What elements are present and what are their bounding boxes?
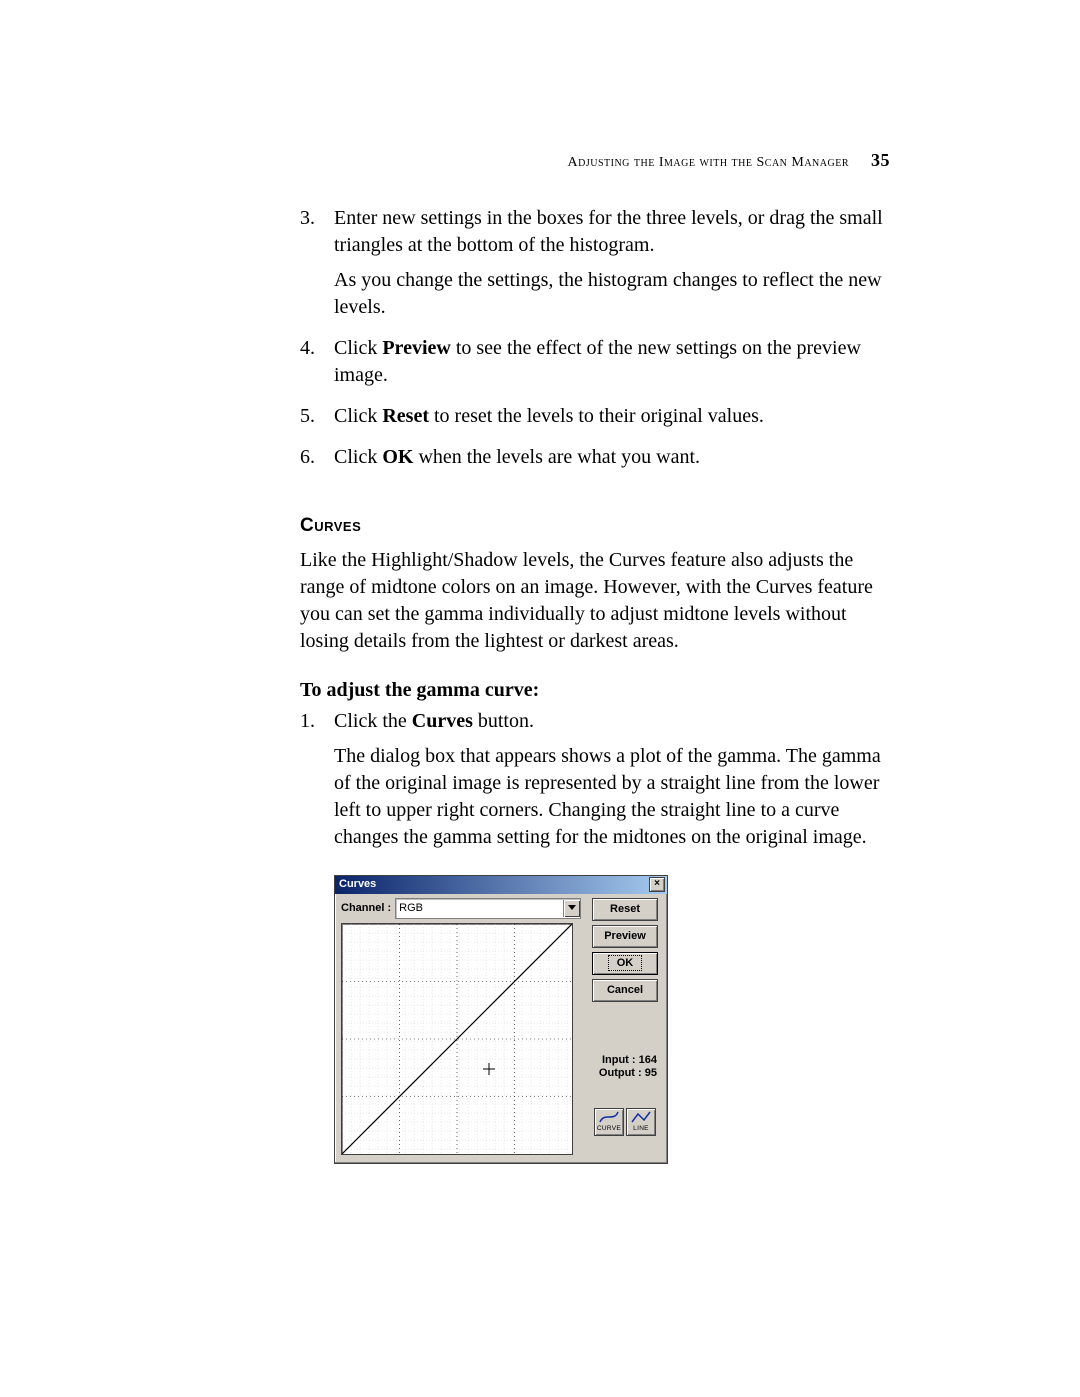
dialog-right: Reset Preview OK Cancel Input : 164 Outp… [589,898,661,1155]
io-readout: Input : 164 Output : 95 [589,1054,661,1080]
dialog-body: Channel : RGB [335,894,667,1163]
page-number: 35 [871,150,890,170]
dialog-title: Curves [339,877,376,892]
list-paragraph: Enter new settings in the boxes for the … [334,205,890,259]
list-body: Click OK when the levels are what you wa… [334,444,890,479]
list-number: 3. [300,205,334,329]
output-label: Output : [599,1067,642,1079]
gamma-plot[interactable] [341,923,573,1155]
section-heading-curves: Curves [300,513,890,539]
channel-value: RGB [399,901,423,916]
curve-icon [599,1110,619,1124]
list-number: 6. [300,444,334,479]
list-paragraph: The dialog box that appears shows a plot… [334,743,890,851]
input-label: Input : [602,1054,636,1066]
page: Adjusting the Image with the Scan Manage… [0,0,1080,1397]
dialog-titlebar[interactable]: Curves × [335,876,667,894]
running-header: Adjusting the Image with the Scan Manage… [568,150,890,171]
list-item: 5.Click Reset to reset the levels to the… [300,403,890,438]
line-icon [631,1110,651,1124]
list-paragraph: Click Preview to see the effect of the n… [334,335,890,389]
output-value: 95 [645,1067,657,1079]
close-icon[interactable]: × [649,877,665,892]
curves-dialog-figure: Curves × Channel : RGB [334,875,890,1164]
channel-select[interactable]: RGB [395,898,581,919]
reset-button[interactable]: Reset [592,898,658,921]
list-body: Enter new settings in the boxes for the … [334,205,890,329]
list-body: Click Preview to see the effect of the n… [334,335,890,397]
numbered-list: 3.Enter new settings in the boxes for th… [300,205,890,479]
channel-label: Channel : [341,901,391,916]
curves-dialog: Curves × Channel : RGB [334,875,668,1164]
list-paragraph: As you change the settings, the histogra… [334,267,890,321]
list-number: 1. [300,708,334,859]
list-body: Click the Curves button. The dialog box t… [334,708,890,859]
list-paragraph: Click Reset to reset the levels to their… [334,403,890,430]
list-paragraph: Click OK when the levels are what you wa… [334,444,890,471]
line-mode-button[interactable]: LINE [626,1108,656,1136]
running-title: Adjusting the Image with the Scan Manage… [568,155,849,170]
content: 3.Enter new settings in the boxes for th… [300,205,890,1164]
list-number: 5. [300,403,334,438]
mode-buttons: CURVE LINE [594,1108,656,1136]
list-body: Click Reset to reset the levels to their… [334,403,890,438]
list-item: 6.Click OK when the levels are what you … [300,444,890,479]
chevron-down-icon [563,900,580,917]
channel-row: Channel : RGB [341,898,581,919]
subheading-adjust-gamma: To adjust the gamma curve: [300,677,890,704]
list-paragraph: Click the Curves button. [334,708,890,735]
curve-mode-button[interactable]: CURVE [594,1108,624,1136]
preview-button[interactable]: Preview [592,925,658,948]
input-value: 164 [639,1054,657,1066]
dialog-left: Channel : RGB [341,898,581,1155]
list-item: 1.Click the Curves button. The dialog box… [300,708,890,859]
list-item: 4.Click Preview to see the effect of the… [300,335,890,397]
list-number: 4. [300,335,334,397]
steps-list: 1.Click the Curves button. The dialog box… [300,708,890,859]
cancel-button[interactable]: Cancel [592,979,658,1002]
ok-button[interactable]: OK [592,952,658,975]
list-item: 3.Enter new settings in the boxes for th… [300,205,890,329]
section-intro: Like the Highlight/Shadow levels, the Cu… [300,547,890,655]
